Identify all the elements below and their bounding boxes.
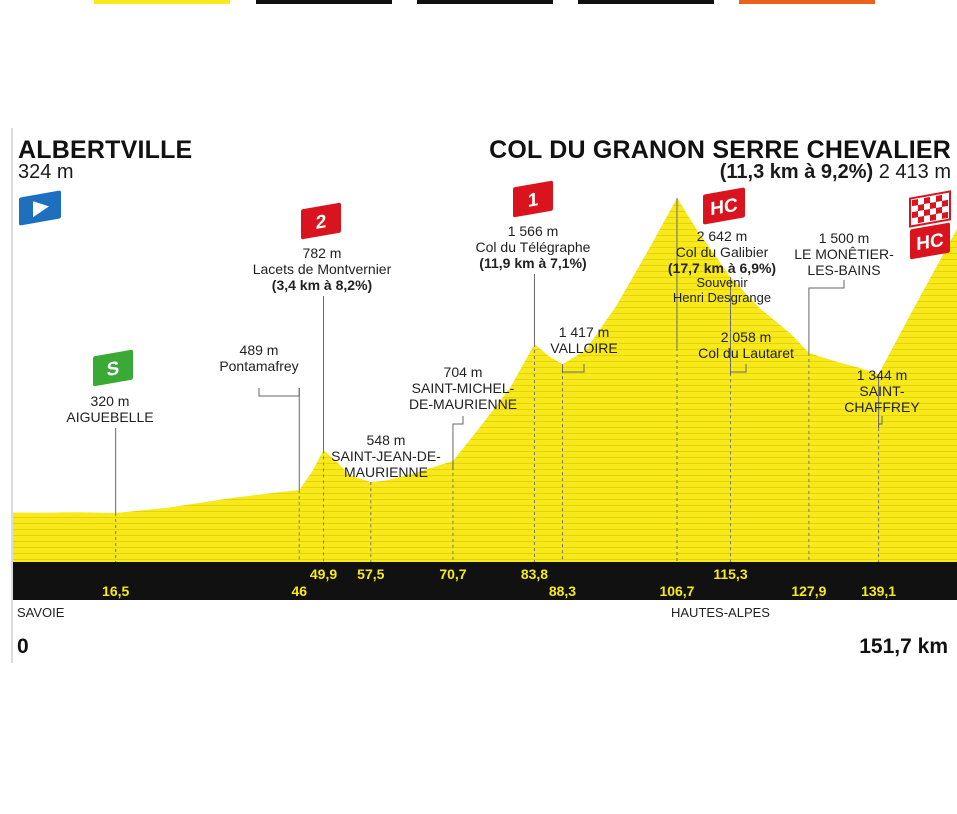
leader-monetier-hook — [808, 280, 845, 293]
hc-badge-finish: HC — [910, 222, 950, 260]
montvernier-alt: 782 m — [302, 245, 342, 261]
start-town: ALBERTVILLE — [18, 136, 193, 164]
telegraphe-climb: (11,9 km à 7,1%) — [479, 255, 587, 272]
tab-black-3[interactable] — [578, 0, 714, 4]
galibier-name: Col du Galibier — [675, 244, 769, 261]
leader-lautaret-hook — [729, 364, 747, 375]
label-saint-chaffrey: 1 344 m SAINT- CHAFFREY — [844, 367, 919, 415]
km-label-4: 70,7 — [439, 566, 466, 582]
montvernier-name: Lacets de Montvernier — [252, 261, 392, 278]
finish-altitude: 2 413 m — [878, 161, 951, 183]
start-altitude: 324 m — [18, 161, 74, 183]
label-lautaret: 2 058 m Col du Lautaret — [698, 329, 794, 361]
finish-town: COL DU GRANON SERRE CHEVALIER — [489, 136, 951, 164]
km-label-6: 88,3 — [549, 583, 576, 599]
valloire-name: VALLOIRE — [550, 340, 618, 357]
distance-start: 0 — [17, 635, 29, 658]
label-pontamafrey: 489 m Pontamafrey — [219, 342, 298, 374]
svg-text:S: S — [107, 358, 120, 381]
pontamafrey-alt: 489 m — [239, 342, 279, 358]
km-label-1: 46 — [291, 583, 307, 599]
label-aiguebelle: 320 m AIGUEBELLE — [66, 393, 153, 425]
telegraphe-alt: 1 566 m — [507, 223, 559, 239]
km-label-9: 127,9 — [791, 583, 826, 599]
lautaret-alt: 2 058 m — [720, 329, 772, 345]
monetier-name1: LE MONÊTIER- — [794, 246, 894, 263]
galibier-alt: 2 642 m — [696, 228, 748, 244]
tab-black-2[interactable] — [417, 0, 553, 4]
top-tab-strip — [0, 0, 957, 4]
km-label-3: 57,5 — [357, 566, 384, 582]
km-label-2: 49,9 — [310, 566, 337, 582]
hc-badge-galibier: HC — [703, 187, 745, 225]
chaffrey-name1: SAINT- — [859, 383, 905, 400]
distance-bar — [13, 562, 957, 600]
km-label-10: 139,1 — [861, 583, 896, 599]
smm-alt: 704 m — [443, 364, 483, 380]
pontamafrey-name: Pontamafrey — [219, 358, 299, 375]
monetier-alt: 1 500 m — [818, 230, 870, 246]
label-valloire: 1 417 m VALLOIRE — [550, 324, 617, 356]
aiguebelle-name: AIGUEBELLE — [66, 409, 154, 426]
aiguebelle-alt: 320 m — [90, 393, 130, 409]
svg-text:1: 1 — [528, 189, 539, 212]
finish-info: (11,3 km à 9,2%) 2 413 m — [720, 161, 951, 184]
valloire-alt: 1 417 m — [558, 324, 610, 340]
svg-text:2: 2 — [316, 211, 327, 234]
km-label-7: 106,7 — [659, 583, 694, 599]
chaffrey-alt: 1 344 m — [856, 367, 908, 383]
label-monetier: 1 500 m LE MONÊTIER- LES-BAINS — [794, 230, 894, 278]
galibier-sub1: Souvenir — [696, 275, 748, 291]
leader-pontamafrey-hook — [258, 388, 300, 397]
galibier-sub2: Henri Desgrange — [672, 290, 772, 306]
cat2-badge: 2 — [301, 202, 341, 240]
km-label-5: 83,8 — [521, 566, 548, 582]
smm-name2: DE-MAURIENNE — [408, 396, 518, 413]
finish-climb: (11,3 km à 9,2%) — [719, 161, 874, 183]
svg-text:HC: HC — [710, 195, 738, 221]
region-savoie: SAVOIE — [17, 605, 65, 620]
profile-area — [13, 198, 957, 562]
label-saint-michel: 704 m SAINT-MICHEL- DE-MAURIENNE — [409, 364, 517, 412]
label-galibier: 2 642 m Col du Galibier (17,7 km à 6,9%)… — [668, 228, 776, 306]
distance-end: 151,7 km — [859, 635, 948, 658]
tab-orange[interactable] — [739, 0, 875, 4]
region-hautes-alpes: HAUTES-ALPES — [671, 605, 770, 620]
finish-flag-icon — [909, 190, 951, 228]
sjm-alt: 548 m — [366, 432, 406, 448]
start-flag-icon — [19, 190, 61, 226]
monetier-name2: LES-BAINS — [807, 262, 881, 279]
sjm-name1: SAINT-JEAN-DE- — [331, 448, 441, 465]
smm-name1: SAINT-MICHEL- — [411, 380, 515, 397]
tab-yellow[interactable] — [94, 0, 230, 4]
stage-profile-panel: 16,5 46 49,9 57,5 70,7 83,8 88,3 106,7 115,3 127,… — [0, 98, 957, 700]
label-montvernier: 782 m Lacets de Montvernier (3,4 km à 8,… — [253, 245, 392, 293]
tab-black-1[interactable] — [256, 0, 392, 4]
sprint-badge: S — [93, 349, 133, 387]
lautaret-name: Col du Lautaret — [698, 345, 794, 362]
leader-saint-michel-hook — [452, 416, 464, 470]
galibier-climb: (17,7 km à 6,9%) — [667, 260, 777, 277]
leader-valloire-hook — [561, 364, 585, 373]
sjm-name2: MAURIENNE — [343, 464, 428, 481]
label-saint-jean: 548 m SAINT-JEAN-DE- MAURIENNE — [331, 432, 441, 480]
svg-text:HC: HC — [916, 230, 944, 256]
leader-saint-chaffrey-hook — [878, 416, 883, 428]
km-label-8: 115,3 — [713, 566, 747, 582]
label-telegraphe: 1 566 m Col du Télégraphe (11,9 km à 7,1… — [476, 223, 591, 271]
chaffrey-name2: CHAFFREY — [844, 399, 920, 416]
montvernier-climb: (3,4 km à 8,2%) — [271, 277, 373, 294]
cat1-badge: 1 — [513, 180, 553, 218]
km-label-0: 16,5 — [102, 583, 129, 599]
telegraphe-name: Col du Télégraphe — [475, 239, 591, 256]
